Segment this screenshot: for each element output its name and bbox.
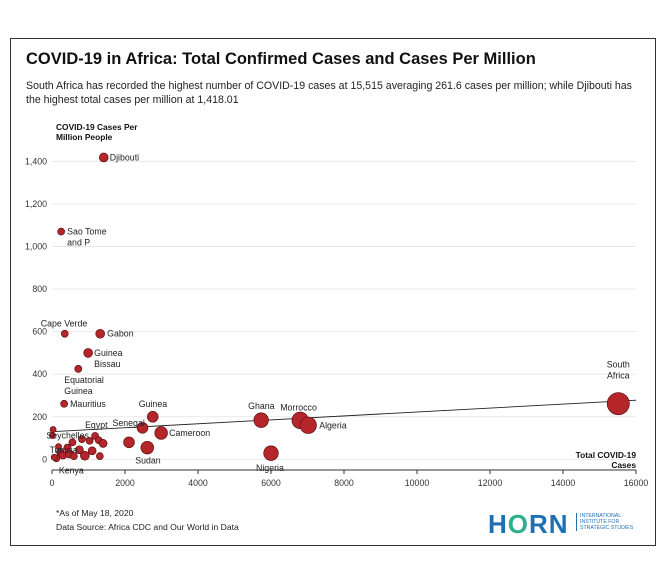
point-label: Djibouti: [110, 152, 139, 162]
y-tick-label: 800: [32, 284, 47, 294]
point-label: Equatorial Guinea: [64, 375, 104, 396]
data-point: [606, 392, 630, 416]
logo-letters-h: H: [488, 509, 508, 539]
data-point: [299, 416, 317, 434]
point-label: Kenya: [59, 466, 84, 476]
y-axis-label: COVID-19 Cases Per Million People: [56, 122, 138, 142]
chart-title: COVID-19 in Africa: Total Confirmed Case…: [26, 50, 536, 68]
x-tick-label: 10000: [405, 478, 430, 488]
point-label: Tunisia: [50, 445, 78, 455]
point-label: Gabon: [107, 329, 134, 339]
x-tick-label: 12000: [478, 478, 503, 488]
logo-subtext: INTERNATIONAL INSTITUTE FOR STRATEGIC ST…: [576, 513, 642, 531]
data-point: [60, 399, 68, 408]
horn-logo: HORN INTERNATIONAL INSTITUTE FOR STRATEG…: [488, 510, 638, 540]
point-label: Guinea Bissau: [94, 348, 122, 369]
data-point: [57, 227, 66, 236]
data-point: [50, 453, 58, 461]
data-point: [95, 452, 104, 461]
data-point: [253, 412, 269, 428]
y-tick-label: 1,000: [25, 241, 47, 251]
data-point: [98, 439, 108, 448]
x-tick-label: 16000: [624, 478, 649, 488]
data-point: [74, 365, 83, 373]
data-source: Data Source: Africa CDC and Our World in…: [56, 522, 239, 532]
point-label: Nigeria: [256, 463, 284, 473]
data-point: [136, 422, 149, 434]
point-label: Sao Tome and P: [67, 227, 107, 248]
x-tick-label: 14000: [551, 478, 576, 488]
point-label: Mauritius: [70, 399, 106, 409]
data-point: [83, 348, 93, 358]
data-point: [140, 440, 154, 455]
data-point: [146, 411, 159, 423]
logo-wordmark: HORN: [488, 510, 569, 538]
data-point: [49, 426, 57, 433]
point-label: South Africa: [607, 360, 630, 381]
data-point: [85, 436, 94, 445]
x-tick-label: 2000: [115, 478, 135, 488]
logo-letter-o: O: [507, 509, 530, 539]
footnote: *As of May 18, 2020: [56, 508, 134, 518]
point-label: Sudan: [135, 456, 161, 466]
x-tick-label: 4000: [188, 478, 208, 488]
logo-letters-rn: RN: [529, 509, 569, 539]
data-point: [154, 426, 168, 440]
data-point: [78, 435, 86, 443]
point-label: Ghana: [248, 401, 275, 411]
y-tick-label: 200: [32, 412, 47, 422]
point-label: Cape Verde: [41, 319, 88, 329]
x-tick-label: 6000: [261, 478, 281, 488]
y-tick-label: 0: [42, 454, 47, 464]
data-point: [68, 438, 77, 447]
data-point: [123, 436, 135, 449]
point-label: Egypt: [85, 420, 108, 430]
y-tick-label: 1,400: [25, 156, 47, 166]
data-point: [98, 152, 109, 163]
data-point: [80, 450, 90, 461]
data-point: [87, 446, 97, 456]
chart-subtitle: South Africa has recorded the highest nu…: [26, 80, 632, 106]
trend-line: [51, 399, 637, 433]
y-tick-label: 400: [32, 369, 47, 379]
data-point: [70, 452, 78, 461]
x-tick-label: 0: [50, 478, 55, 488]
point-label: Seychelles: [46, 431, 89, 441]
chart-frame: [10, 38, 656, 546]
point-label: Senegal: [113, 418, 145, 428]
point-label: Cameroon: [169, 428, 210, 438]
data-point: [95, 328, 105, 339]
point-label: Guinea: [139, 399, 167, 409]
point-label: Algeria: [319, 420, 346, 430]
data-point: [60, 329, 69, 338]
point-label: Morrocco: [280, 402, 317, 412]
x-axis-label: Total COVID-19 Cases: [575, 450, 636, 470]
y-tick-label: 600: [32, 327, 47, 337]
data-point: [263, 445, 279, 461]
x-tick-label: 8000: [334, 478, 354, 488]
y-tick-label: 1,200: [25, 199, 47, 209]
data-point: [75, 445, 84, 455]
data-point: [55, 443, 62, 450]
